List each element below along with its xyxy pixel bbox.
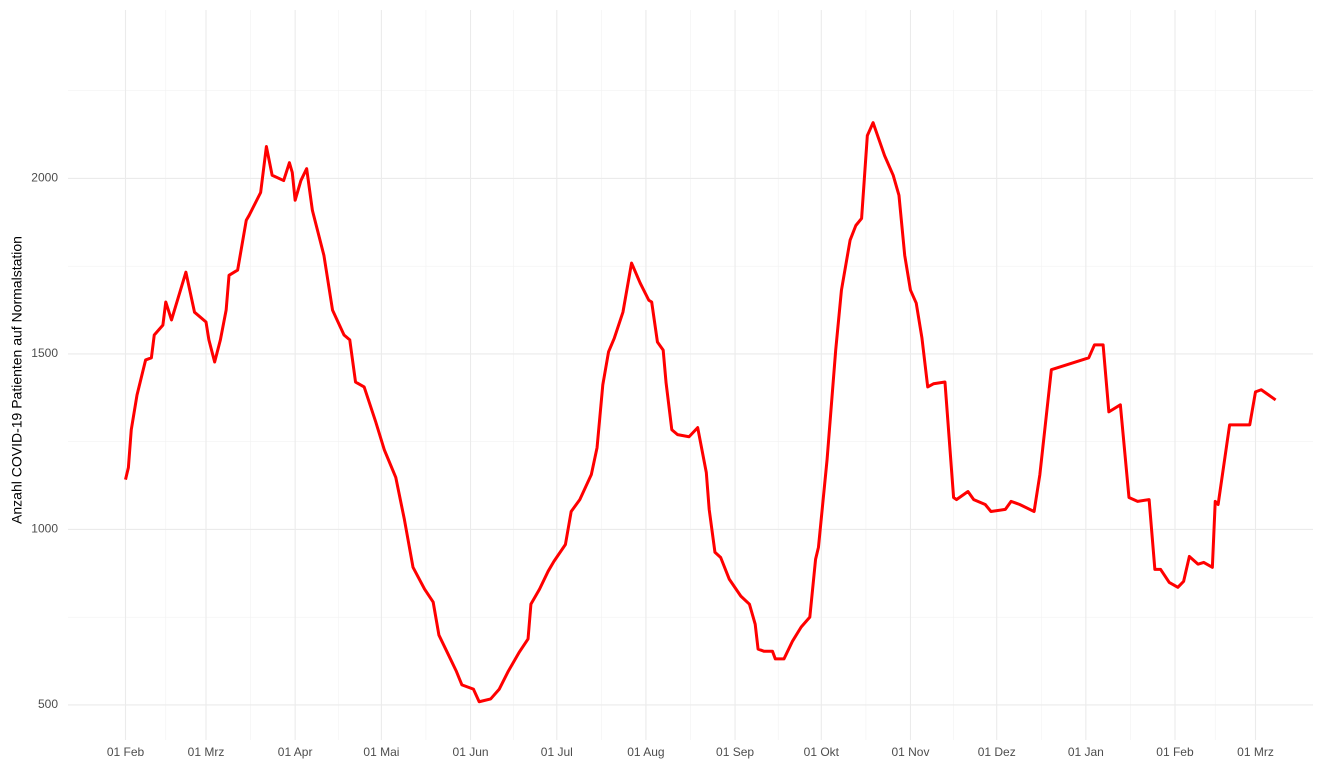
x-tick-label: 01 Mrz [1237,745,1274,759]
y-tick-label: 2000 [31,171,58,185]
x-tick-label: 01 Jan [1068,745,1104,759]
x-tick-label: 01 Sep [716,745,754,759]
x-tick-label: 01 Apr [278,745,313,759]
x-tick-label: 01 Feb [1156,745,1194,759]
x-tick-label: 01 Okt [804,745,840,759]
x-tick-label: 01 Mai [363,745,399,759]
x-tick-label: 01 Feb [107,745,145,759]
y-tick-label: 500 [38,697,58,711]
y-tick-label: 1500 [31,346,58,360]
x-tick-label: 01 Jul [541,745,573,759]
data-line [124,121,1277,704]
y-tick-label: 1000 [31,522,58,536]
x-tick-label: 01 Mrz [188,745,225,759]
x-tick-label: 01 Dez [978,745,1016,759]
y-axis-title: Anzahl COVID-19 Patienten auf Normalstat… [9,236,25,524]
x-tick-label: 01 Aug [627,745,664,759]
x-tick-label: 01 Nov [891,745,929,759]
x-tick-label: 01 Jun [453,745,489,759]
